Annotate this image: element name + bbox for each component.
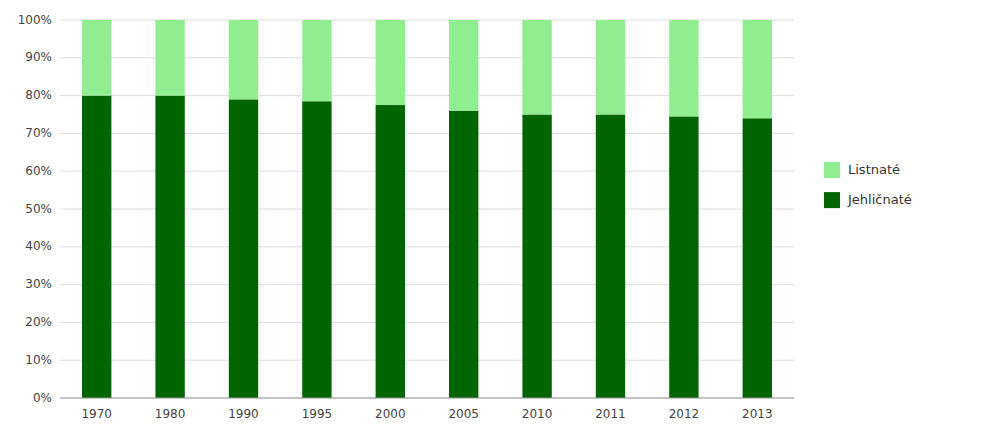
y-tick-label: 100% (18, 13, 52, 27)
bar (155, 20, 184, 96)
y-tick-label: 50% (25, 202, 52, 216)
bar (376, 20, 405, 105)
x-tick-label: 2012 (669, 407, 700, 421)
x-tick-label: 1995 (302, 407, 333, 421)
bar (522, 20, 551, 115)
x-tick-label: 1980 (155, 407, 186, 421)
bar (229, 99, 258, 398)
legend-label: Listnaté (848, 162, 900, 177)
legend: Listnaté Jehličnaté (824, 162, 912, 209)
x-axis-line (60, 398, 794, 399)
bar (596, 20, 625, 115)
x-tick-label: 2010 (522, 407, 553, 421)
bar (302, 101, 331, 398)
x-tick-label: 2013 (742, 407, 773, 421)
bar (155, 96, 184, 398)
chart-container: 0% 10% 20% 30% 40% 50% 60% 70% 80% 90% 100% 1970 198… (0, 0, 984, 438)
bar (449, 20, 478, 111)
bar (376, 105, 405, 398)
bar (596, 115, 625, 399)
x-tick-label: 2000 (375, 407, 406, 421)
legend-label: Jehličnaté (847, 192, 912, 207)
bar (669, 116, 698, 398)
legend-swatch (824, 192, 840, 208)
x-tick-label: 2011 (595, 407, 626, 421)
y-tick-label: 60% (25, 164, 52, 178)
bar (302, 20, 331, 101)
bars (82, 20, 772, 398)
bar (669, 20, 698, 116)
x-tick-label: 1970 (81, 407, 112, 421)
y-tick-label: 80% (25, 88, 52, 102)
y-tick-label: 40% (25, 239, 52, 253)
y-tick-label: 10% (25, 353, 52, 367)
y-tick-label: 70% (25, 126, 52, 140)
bar (229, 20, 258, 99)
bar (82, 20, 111, 96)
grid (60, 20, 794, 398)
y-tick-label: 0% (33, 391, 52, 405)
chart: 0% 10% 20% 30% 40% 50% 60% 70% 80% 90% 100% 1970 198… (0, 0, 984, 438)
grid-line (60, 398, 794, 399)
y-tick-label: 20% (25, 315, 52, 329)
bar (743, 118, 772, 398)
y-tick-label: 90% (25, 50, 52, 64)
bar (522, 115, 551, 399)
bar (743, 20, 772, 118)
legend-swatch (824, 162, 840, 178)
bar (82, 96, 111, 398)
bar (449, 111, 478, 398)
x-tick-label: 2005 (448, 407, 479, 421)
y-tick-label: 30% (25, 277, 52, 291)
x-tick-label: 1990 (228, 407, 259, 421)
